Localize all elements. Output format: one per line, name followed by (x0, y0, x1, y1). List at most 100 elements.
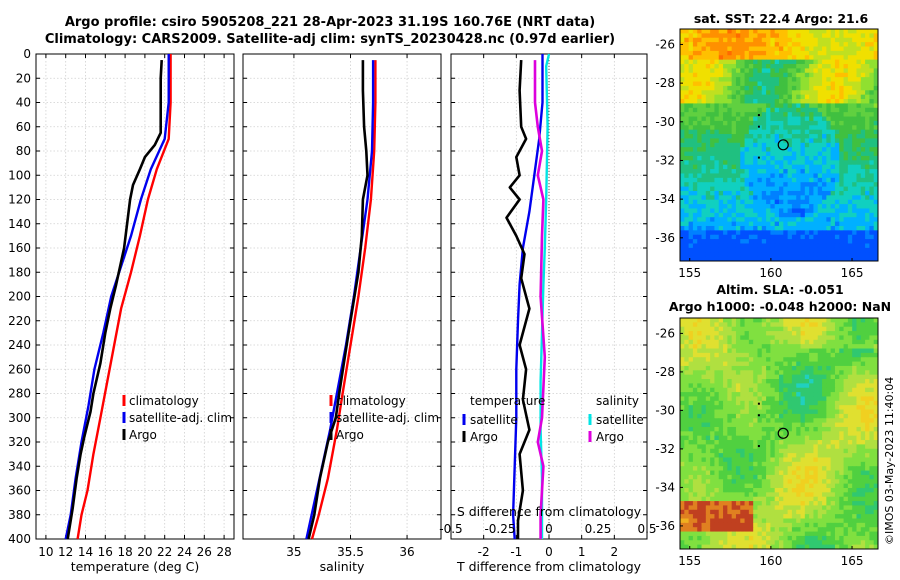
map-cell (869, 221, 875, 227)
map-cell (753, 344, 758, 350)
map-cell (680, 361, 685, 367)
map-cell (748, 59, 754, 65)
map-cell (731, 344, 737, 350)
track-dot (757, 114, 760, 117)
map-cell (748, 405, 754, 411)
map-cell (813, 199, 819, 205)
map-cell (748, 85, 754, 91)
map-cell (680, 365, 685, 371)
map-cell (757, 422, 763, 428)
map-cell (723, 125, 728, 131)
map-cell (770, 344, 776, 350)
map-cell (830, 461, 836, 467)
map-cell (688, 99, 694, 104)
map-cell (843, 37, 849, 43)
map-cell (839, 492, 845, 498)
map-cell (787, 107, 793, 113)
map-cell (869, 72, 875, 78)
map-cell (731, 335, 737, 341)
map-cell (680, 383, 685, 389)
map-cell (761, 405, 767, 411)
map-cell (822, 42, 827, 48)
map-cell (688, 155, 694, 161)
map-cell (783, 59, 789, 65)
map-cell (731, 370, 737, 376)
map-cell (701, 85, 707, 91)
map-cell (757, 116, 763, 122)
map-cell (735, 217, 741, 223)
map-cell (688, 208, 694, 214)
map-cell (839, 483, 845, 489)
map-cell (688, 164, 694, 170)
map-cell (847, 155, 853, 161)
map-cell (692, 509, 698, 515)
map-cell (779, 326, 784, 332)
map-cell (757, 33, 763, 39)
map-cell (817, 50, 823, 56)
map-cell (710, 487, 715, 493)
map-cell (744, 348, 750, 354)
map-cell (753, 59, 758, 65)
series-line-s-argo (533, 60, 547, 539)
map-cell (735, 177, 741, 183)
map-cell (809, 138, 814, 144)
map-cell (783, 501, 789, 506)
map-cell (796, 186, 802, 192)
map-cell (748, 142, 754, 148)
map-cell (757, 177, 763, 183)
map-cell (718, 496, 724, 502)
map-cell (860, 387, 866, 393)
map-cell (822, 107, 827, 113)
map-cell (779, 85, 784, 91)
map-cell (865, 431, 870, 437)
map-cell (860, 230, 866, 236)
map-cell (731, 496, 737, 502)
map-cell (865, 46, 870, 52)
map-cell (684, 326, 690, 332)
map-cell (735, 134, 741, 139)
map-cell (822, 68, 827, 74)
map-cell (753, 155, 758, 161)
map-cell (680, 177, 685, 183)
map-cell (869, 509, 875, 515)
map-cell (692, 335, 698, 341)
map-cell (753, 352, 758, 358)
map-cell (688, 239, 694, 244)
map-cell (787, 212, 793, 218)
map-cell (869, 501, 875, 506)
map-cell (770, 335, 776, 341)
map-cell (856, 348, 862, 354)
map-cell (822, 426, 827, 432)
map-cell (684, 164, 690, 170)
map-cell (735, 501, 741, 506)
map-cell (860, 169, 866, 174)
map-cell (809, 182, 814, 188)
map-cell (813, 448, 819, 454)
map-cell (852, 514, 857, 519)
map-cell (826, 42, 832, 48)
map-cell (779, 413, 784, 419)
map-cell (779, 155, 784, 161)
map-cell (684, 400, 690, 406)
map-cell (740, 134, 746, 139)
map-cell (697, 50, 703, 56)
map-cell (860, 147, 866, 153)
map-cell (757, 344, 763, 350)
map-cell (809, 496, 814, 502)
map-cell (796, 409, 802, 415)
map-cell (791, 142, 797, 148)
map-cell (813, 492, 819, 498)
map-cell (800, 46, 806, 52)
map-cell (869, 129, 875, 135)
map-cell (779, 151, 784, 157)
map-cell (822, 190, 827, 196)
map-cell (804, 94, 810, 100)
map-cell (839, 112, 845, 118)
map-cell (809, 221, 814, 227)
map-cell (731, 239, 737, 244)
map-cell (869, 112, 875, 118)
y-tick-label: 400 (8, 532, 31, 546)
map-cell (680, 142, 685, 148)
map-cell (753, 182, 758, 188)
map-cell (705, 374, 711, 380)
